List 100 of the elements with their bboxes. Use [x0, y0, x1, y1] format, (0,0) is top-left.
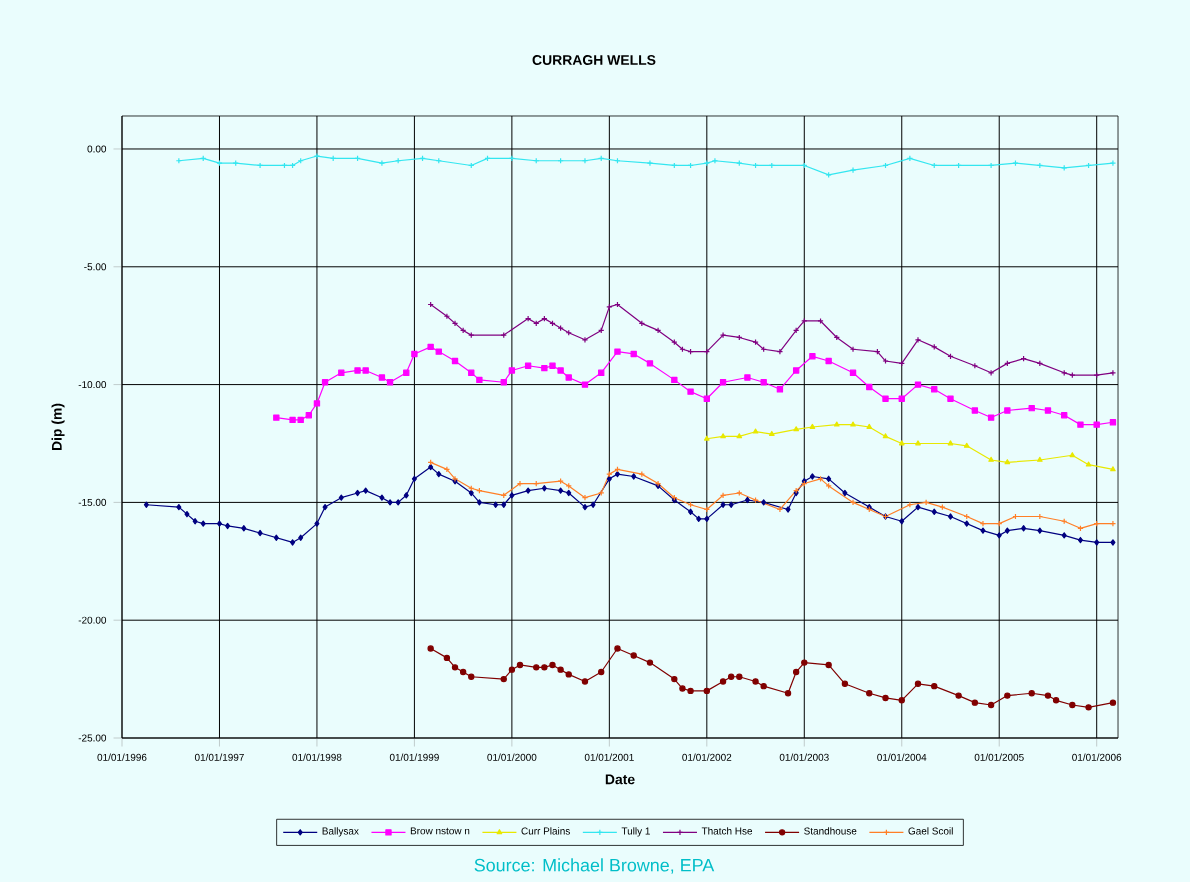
- point: [784, 690, 792, 697]
- point: [338, 369, 345, 376]
- point: [849, 499, 857, 506]
- point: [541, 664, 548, 671]
- point: [638, 470, 646, 478]
- point: [378, 374, 386, 381]
- point: [1004, 692, 1011, 699]
- point: [898, 395, 905, 402]
- point: [459, 668, 467, 676]
- point: [313, 152, 321, 160]
- point: [581, 494, 589, 501]
- point: [451, 320, 459, 327]
- point: [500, 331, 507, 339]
- point: [468, 369, 475, 376]
- point: [468, 331, 475, 339]
- point: [849, 369, 857, 376]
- point: [776, 348, 784, 355]
- point: [703, 159, 711, 167]
- point: [565, 671, 572, 678]
- point: [549, 661, 556, 669]
- point: [614, 645, 621, 652]
- point: [971, 699, 979, 706]
- point: [289, 416, 296, 424]
- point: [1044, 407, 1052, 414]
- point: [914, 336, 922, 344]
- point: [646, 159, 654, 167]
- point: [1028, 690, 1035, 697]
- point: [866, 690, 873, 697]
- point: [687, 388, 694, 395]
- point: [1012, 159, 1019, 167]
- point: [1061, 412, 1068, 419]
- point: [931, 386, 938, 393]
- point: [760, 682, 767, 690]
- point: [557, 666, 564, 673]
- point: [598, 369, 605, 376]
- point: [508, 155, 516, 162]
- point: [744, 374, 751, 381]
- point: [719, 678, 727, 685]
- point: [955, 692, 962, 699]
- point: [792, 668, 800, 676]
- point: [524, 315, 532, 322]
- point: [411, 350, 418, 358]
- point: [825, 171, 832, 179]
- point: [557, 367, 564, 374]
- point: [882, 395, 889, 402]
- point: [313, 400, 321, 407]
- point: [533, 664, 540, 671]
- point: [354, 367, 361, 374]
- point: [727, 673, 735, 680]
- point: [435, 348, 442, 355]
- point: [557, 324, 564, 332]
- point: [817, 317, 824, 325]
- point: [987, 369, 995, 376]
- point: [736, 489, 743, 497]
- point: [646, 360, 654, 367]
- point: [468, 673, 475, 680]
- point: [760, 379, 767, 386]
- point: [752, 496, 759, 504]
- point: [565, 482, 572, 490]
- point: [841, 680, 849, 687]
- point: [500, 675, 507, 683]
- point: [931, 682, 938, 690]
- point: [516, 480, 524, 487]
- point: [443, 466, 451, 473]
- point: [1052, 697, 1060, 704]
- point: [565, 374, 572, 381]
- point: [1069, 701, 1076, 709]
- point: [305, 412, 313, 419]
- point: [427, 343, 434, 351]
- point: [508, 666, 516, 673]
- point: [321, 379, 329, 386]
- point: [581, 157, 589, 164]
- point: [825, 661, 832, 669]
- point: [386, 379, 394, 386]
- point: [451, 664, 459, 671]
- point: [711, 157, 719, 164]
- point: [801, 317, 808, 325]
- point: [654, 327, 662, 334]
- point: [614, 348, 621, 355]
- point: [630, 652, 637, 659]
- point: [459, 327, 467, 334]
- point: [256, 162, 264, 169]
- point: [866, 383, 873, 391]
- point: [671, 376, 678, 384]
- point: [443, 313, 451, 320]
- point: [403, 369, 410, 376]
- point: [987, 162, 995, 169]
- point: [581, 678, 589, 685]
- point: [736, 159, 743, 167]
- point: [362, 367, 369, 374]
- point: [598, 489, 605, 497]
- point: [922, 499, 930, 506]
- point: [825, 482, 832, 490]
- point: [719, 379, 727, 386]
- point: [776, 506, 784, 513]
- point: [1093, 421, 1100, 428]
- point: [581, 381, 589, 388]
- point: [1028, 404, 1035, 412]
- point: [500, 379, 507, 386]
- point: [987, 414, 995, 421]
